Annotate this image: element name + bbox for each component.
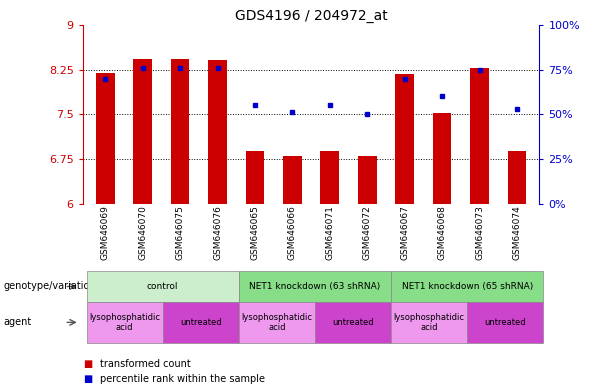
Bar (96, 73, 115, 204)
Text: lysophosphatidic
acid: lysophosphatidic acid (242, 313, 313, 332)
Bar (246, 151, 264, 204)
Bar (433, 113, 451, 204)
Text: lysophosphatidic
acid: lysophosphatidic acid (394, 313, 465, 332)
Text: agent: agent (3, 317, 31, 328)
Text: untreated: untreated (180, 318, 221, 327)
Text: ■: ■ (83, 359, 92, 369)
Text: control: control (147, 282, 178, 291)
Bar (508, 151, 527, 204)
Text: transformed count: transformed count (100, 359, 191, 369)
Text: lysophosphatidic
acid: lysophosphatidic acid (89, 313, 160, 332)
Bar (358, 157, 376, 204)
Bar (171, 59, 189, 204)
Text: NET1 knockdown (63 shRNA): NET1 knockdown (63 shRNA) (249, 282, 381, 291)
Text: NET1 knockdown (65 shRNA): NET1 knockdown (65 shRNA) (402, 282, 533, 291)
Bar (208, 60, 227, 204)
Text: genotype/variation: genotype/variation (3, 281, 96, 291)
Text: percentile rank within the sample: percentile rank within the sample (100, 374, 265, 384)
Text: untreated: untreated (484, 318, 526, 327)
Bar (133, 60, 152, 204)
Bar (395, 74, 414, 204)
Text: untreated: untreated (332, 318, 374, 327)
Title: GDS4196 / 204972_at: GDS4196 / 204972_at (235, 8, 387, 23)
Bar (283, 156, 302, 204)
Bar (470, 68, 489, 204)
Bar (321, 151, 339, 204)
Text: ■: ■ (83, 374, 92, 384)
